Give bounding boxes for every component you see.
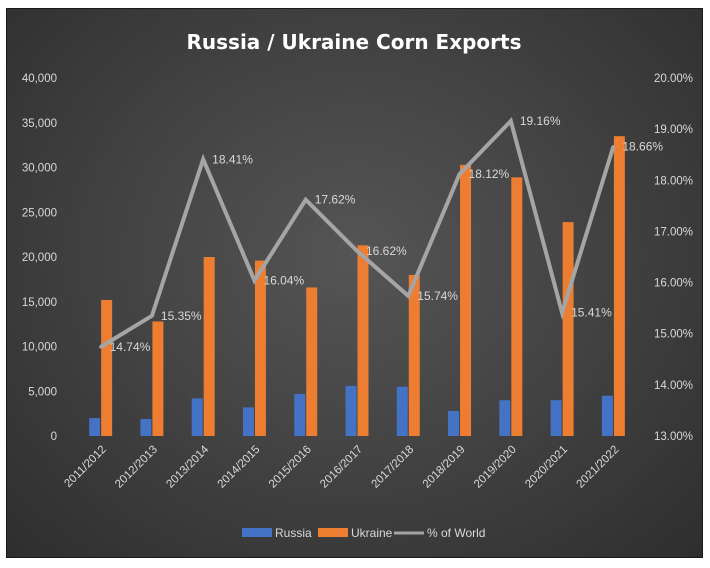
chart-title: Russia / Ukraine Corn Exports <box>187 30 522 54</box>
world-share-label: 17.62% <box>315 193 356 207</box>
legend-label: Ukraine <box>351 526 393 540</box>
right-axis: 13.00% 14.00% 15.00% 16.00% 17.00% 18.00% 19.0… <box>654 73 693 443</box>
world-share-point <box>560 311 564 315</box>
world-share-label: 18.66% <box>622 140 663 154</box>
world-share-point <box>406 294 410 298</box>
legend-swatch <box>242 528 272 537</box>
world-share-label: 18.41% <box>212 152 253 166</box>
legend-swatch <box>318 528 348 537</box>
world-share-point <box>201 157 205 161</box>
ukraine-bar <box>152 321 164 436</box>
ukraine-bar <box>613 136 625 437</box>
russia-bar <box>89 418 101 436</box>
world-share-point <box>150 314 154 318</box>
x-tick-label: 2017/2018 <box>369 444 416 491</box>
ukraine-bar <box>408 274 420 436</box>
right-tick-label: 17.00% <box>654 226 693 238</box>
world-share-point <box>355 249 359 253</box>
left-tick-label: 0 <box>51 431 57 443</box>
russia-bar <box>601 395 613 436</box>
world-share-point <box>304 198 308 202</box>
x-tick-label: 2015/2016 <box>267 444 314 491</box>
left-tick-label: 25,000 <box>22 207 57 219</box>
world-share-point <box>252 279 256 283</box>
x-tick-label: 2018/2019 <box>421 444 468 491</box>
russia-bar <box>448 410 460 436</box>
x-tick-label: 2016/2017 <box>318 444 365 491</box>
right-tick-label: 18.00% <box>654 175 693 187</box>
world-share-point <box>509 119 513 123</box>
right-tick-label: 14.00% <box>654 380 693 392</box>
left-tick-label: 5,000 <box>28 386 57 398</box>
chart-canvas: Russia / Ukraine Corn Exports 0 5,000 10,0… <box>22 30 693 540</box>
chart-frame: Russia / Ukraine Corn Exports 0 5,000 10,0… <box>6 8 703 558</box>
russia-bar <box>242 407 254 436</box>
ukraine-bar <box>562 222 574 436</box>
ukraine-bar <box>254 260 266 436</box>
russia-bar <box>396 386 408 436</box>
ukraine-bar <box>511 177 523 436</box>
russia-bar <box>345 385 357 436</box>
world-share-label: 14.74% <box>110 340 151 354</box>
left-tick-label: 20,000 <box>22 252 57 264</box>
world-share-point <box>99 345 103 349</box>
russia-bar <box>191 398 203 436</box>
x-tick-label: 2020/2021 <box>523 444 570 491</box>
russia-bar <box>499 400 511 436</box>
left-tick-label: 10,000 <box>22 342 57 354</box>
left-tick-label: 30,000 <box>22 163 57 175</box>
right-tick-label: 15.00% <box>654 329 693 341</box>
world-share-label: 15.41% <box>571 306 612 320</box>
ukraine-bar <box>357 245 369 436</box>
world-share-label: 15.35% <box>161 309 202 323</box>
ukraine-bar <box>460 164 472 436</box>
right-tick-label: 20.00% <box>654 73 693 85</box>
right-tick-label: 16.00% <box>654 278 693 290</box>
legend-label: Russia <box>275 526 312 540</box>
bars-group <box>89 136 625 437</box>
world-share-label: 19.16% <box>520 114 561 128</box>
left-axis: 0 5,000 10,000 15,000 20,000 25,000 30,000 35,0… <box>22 73 57 443</box>
left-tick-label: 40,000 <box>22 73 57 85</box>
x-tick-label: 2014/2015 <box>216 444 263 491</box>
russia-bar <box>294 393 306 436</box>
legend: Russia Ukraine % of World <box>242 526 485 540</box>
world-share-label: 18.12% <box>469 167 510 181</box>
legend-label: % of World <box>427 526 485 540</box>
right-tick-label: 19.00% <box>654 124 693 136</box>
x-tick-label: 2019/2020 <box>472 444 519 491</box>
left-tick-label: 15,000 <box>22 297 57 309</box>
world-share-point <box>458 172 462 176</box>
world-share-label: 16.04% <box>263 274 304 288</box>
left-tick-label: 35,000 <box>22 118 57 130</box>
x-tick-label: 2013/2014 <box>164 443 211 490</box>
x-tick-label: 2012/2013 <box>113 444 160 491</box>
world-share-label: 15.74% <box>417 289 458 303</box>
ukraine-bar <box>306 287 318 436</box>
x-tick-label: 2021/2022 <box>575 444 622 491</box>
ukraine-bar <box>203 257 215 436</box>
world-share-label: 16.62% <box>366 244 407 258</box>
world-share-point <box>611 145 615 149</box>
x-axis: 2011/2012 2012/2013 2013/2014 2014/2015 2015… <box>62 443 621 490</box>
line-series-group: 14.74% 15.35% 18.41% 16.04% 17.62% 16.62% 15.7… <box>99 114 663 354</box>
right-tick-label: 13.00% <box>654 431 693 443</box>
russia-bar <box>140 418 152 436</box>
ukraine-bar <box>101 299 113 436</box>
x-tick-label: 2011/2012 <box>62 444 108 490</box>
russia-bar <box>550 400 562 436</box>
